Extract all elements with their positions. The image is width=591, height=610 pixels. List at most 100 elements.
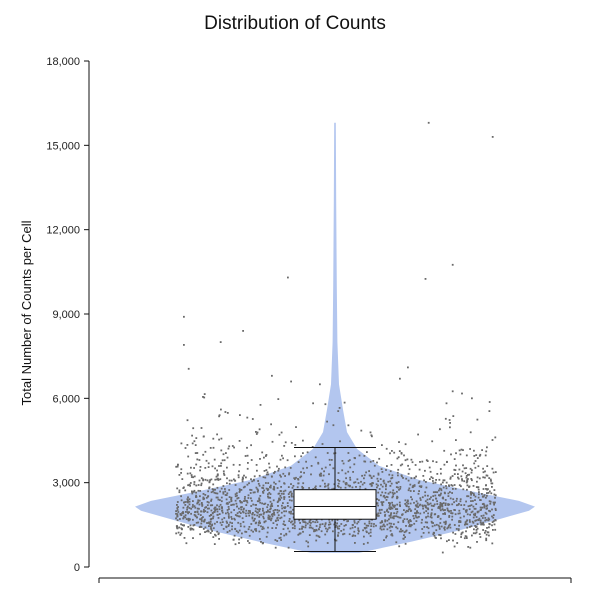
data-point — [274, 509, 277, 511]
data-point — [252, 512, 254, 514]
data-point — [471, 479, 473, 482]
data-point — [370, 476, 373, 479]
data-point — [452, 498, 455, 501]
violin-layer — [135, 122, 535, 553]
data-point — [214, 508, 217, 511]
data-point — [245, 512, 247, 515]
data-point — [295, 476, 297, 479]
data-point — [227, 513, 230, 515]
data-point — [486, 507, 488, 510]
data-point — [480, 523, 482, 526]
data-point — [475, 503, 478, 505]
data-point — [453, 524, 456, 526]
data-point — [212, 490, 214, 493]
data-point — [430, 516, 433, 519]
data-point — [454, 513, 457, 516]
data-point — [348, 533, 351, 536]
data-point — [284, 466, 287, 469]
data-point — [381, 491, 384, 494]
data-point — [213, 507, 216, 510]
data-point — [267, 488, 270, 490]
data-point — [434, 513, 437, 515]
data-point — [461, 470, 464, 473]
data-point — [280, 475, 282, 478]
data-point — [435, 497, 438, 500]
data-point — [297, 533, 300, 536]
data-point — [442, 496, 444, 499]
data-point — [241, 506, 243, 508]
data-point — [233, 446, 235, 449]
data-point — [272, 509, 275, 512]
data-point — [426, 521, 429, 524]
data-point — [457, 473, 459, 475]
data-point — [468, 486, 470, 488]
data-point — [443, 463, 446, 466]
data-point — [237, 521, 240, 524]
data-point — [470, 504, 473, 507]
data-point — [284, 441, 287, 444]
data-point — [180, 495, 182, 498]
data-point — [214, 492, 217, 495]
data-point — [430, 476, 433, 478]
data-point — [392, 517, 395, 520]
data-point — [389, 525, 392, 528]
data-point — [381, 444, 383, 446]
data-point — [448, 524, 450, 527]
data-point — [324, 523, 327, 526]
data-point — [213, 458, 216, 461]
data-point — [202, 493, 205, 495]
data-point — [470, 500, 472, 502]
data-point — [421, 504, 424, 507]
data-point — [206, 507, 209, 510]
data-point — [477, 465, 480, 468]
data-point — [194, 444, 197, 446]
data-point — [377, 504, 379, 507]
data-point — [434, 481, 437, 484]
data-point — [258, 484, 261, 487]
data-point — [462, 449, 464, 451]
data-point — [328, 473, 330, 476]
data-point — [216, 469, 218, 472]
data-point — [212, 446, 215, 449]
data-point — [207, 462, 210, 465]
data-point — [490, 480, 492, 482]
data-point — [293, 541, 296, 543]
data-point — [429, 516, 432, 518]
data-point — [379, 525, 382, 528]
data-point — [255, 507, 257, 510]
data-point — [220, 437, 223, 440]
data-point — [417, 511, 419, 514]
data-point — [216, 496, 219, 499]
data-point — [327, 487, 330, 490]
data-point — [474, 507, 477, 510]
data-point — [459, 498, 462, 501]
data-point — [386, 508, 389, 511]
data-point — [176, 509, 179, 511]
data-point — [391, 450, 393, 452]
data-point — [422, 507, 424, 510]
data-point — [203, 396, 206, 399]
data-point — [243, 507, 245, 510]
data-point — [192, 476, 194, 479]
data-point — [239, 522, 242, 525]
data-point — [238, 440, 241, 442]
data-point — [370, 485, 373, 487]
data-point — [353, 463, 356, 466]
data-point — [257, 480, 259, 482]
data-point — [488, 526, 490, 529]
data-point — [420, 486, 423, 488]
data-point — [443, 526, 446, 529]
data-point — [485, 512, 488, 515]
data-point — [416, 516, 419, 519]
data-point — [343, 519, 345, 522]
data-point — [231, 525, 233, 528]
data-point — [287, 486, 290, 488]
data-point — [308, 487, 310, 489]
data-point — [379, 527, 382, 530]
data-point — [268, 462, 270, 465]
data-point — [388, 526, 391, 529]
data-point — [444, 509, 446, 511]
data-point — [200, 510, 202, 513]
data-point — [450, 510, 452, 512]
data-point — [466, 513, 469, 516]
